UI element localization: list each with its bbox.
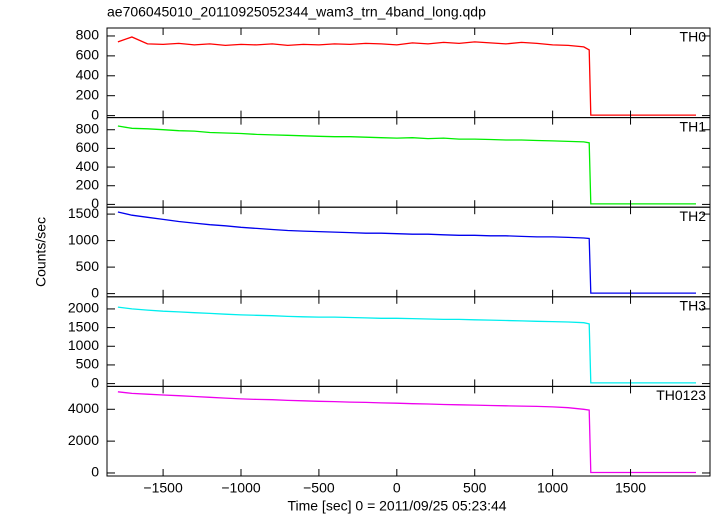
y-tick-label: 0: [91, 374, 99, 390]
y-tick-label: 500: [76, 356, 100, 372]
y-axis-label: Counts/sec: [33, 217, 49, 287]
x-tick-label: −1500: [143, 480, 183, 496]
y-tick-label: 400: [76, 158, 100, 174]
panel-label: TH2: [680, 208, 707, 224]
x-tick-label: 500: [463, 480, 487, 496]
x-tick-label: −500: [303, 480, 335, 496]
x-tick-label: 1000: [537, 480, 568, 496]
panel-label: TH1: [680, 118, 707, 134]
y-tick-label: 800: [76, 120, 100, 136]
x-tick-label: 1500: [615, 480, 646, 496]
y-tick-label: 600: [76, 47, 100, 63]
panel-frame: [106, 206, 711, 298]
panel-frame: [106, 27, 711, 119]
y-tick-label: 1500: [68, 318, 99, 334]
y-tick-label: 1000: [68, 231, 99, 247]
chart-title: ae706045010_20110925052344_wam3_trn_4ban…: [107, 4, 486, 20]
data-line: [117, 36, 696, 116]
y-tick-label: 600: [76, 139, 100, 155]
y-tick-label: 4000: [68, 400, 99, 416]
y-tick-label: 0: [91, 106, 99, 122]
x-axis-label: Time [sec] 0 = 2011/09/25 05:23:44: [287, 498, 506, 514]
data-line: [117, 211, 696, 294]
panel-frame: [106, 385, 711, 477]
panel-label: TH3: [680, 298, 707, 314]
y-tick-label: 200: [76, 176, 100, 192]
x-tick-label: 0: [393, 480, 401, 496]
y-tick-label: 0: [91, 464, 99, 480]
x-tick-label: −1000: [221, 480, 261, 496]
y-tick-label: 200: [76, 86, 100, 102]
data-line: [117, 391, 696, 474]
y-tick-label: 1500: [68, 205, 99, 221]
panel-label: TH0: [680, 29, 707, 45]
data-line: [117, 306, 696, 384]
data-line: [117, 125, 696, 205]
y-tick-label: 0: [91, 284, 99, 300]
y-tick-label: 2000: [68, 432, 99, 448]
y-tick-label: 800: [76, 27, 100, 43]
panel-label: TH0123: [656, 387, 706, 403]
y-tick-label: 1000: [68, 337, 99, 353]
panel-frame: [106, 296, 711, 387]
y-tick-label: 500: [76, 258, 100, 274]
y-tick-label: 400: [76, 66, 100, 82]
y-tick-label: 2000: [68, 300, 99, 316]
y-tick-label: 0: [91, 195, 99, 211]
